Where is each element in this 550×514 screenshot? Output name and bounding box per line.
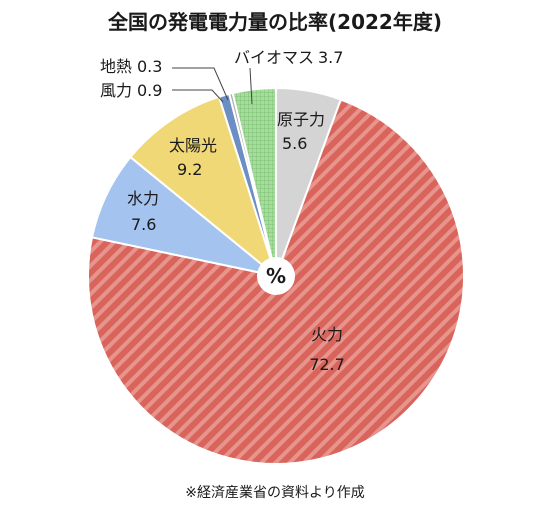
slice-solar: [128, 95, 278, 279]
slice-label-geothermal: 地熱: [100, 57, 132, 76]
leader-wind: [172, 89, 224, 103]
slice-value-hydro: 7.6: [131, 215, 156, 234]
slice-label-hydro: 水力: [127, 189, 159, 208]
slice-label-nuclear: 原子力: [277, 110, 325, 129]
slice-value-wind: 0.9: [137, 81, 162, 100]
slice-label-biomass: バイオマス: [234, 48, 314, 67]
slice-value-solar: 9.2: [177, 160, 202, 179]
slice-value-nuclear: 5.6: [282, 134, 307, 153]
center-label: %: [266, 264, 286, 288]
chart-title: 全国の発電電力量の比率(2022年度): [107, 10, 442, 34]
source-note: ※経済産業省の資料より作成: [185, 485, 364, 501]
slice-value-geothermal: 0.3: [137, 57, 162, 76]
leader-biomass: [249, 67, 253, 105]
slice-biomass: [231, 86, 277, 277]
slice-value-biomass: 3.7: [318, 48, 343, 67]
slice-label-solar: 太陽光: [169, 136, 217, 155]
slice-value-thermal: 72.7: [309, 355, 345, 374]
leader-geothermal: [172, 67, 229, 101]
leader-lines: [172, 67, 253, 105]
slice-label-wind: 風力: [100, 81, 132, 100]
slice-label-thermal: 火力: [311, 325, 343, 344]
center-hole: [257, 257, 295, 295]
